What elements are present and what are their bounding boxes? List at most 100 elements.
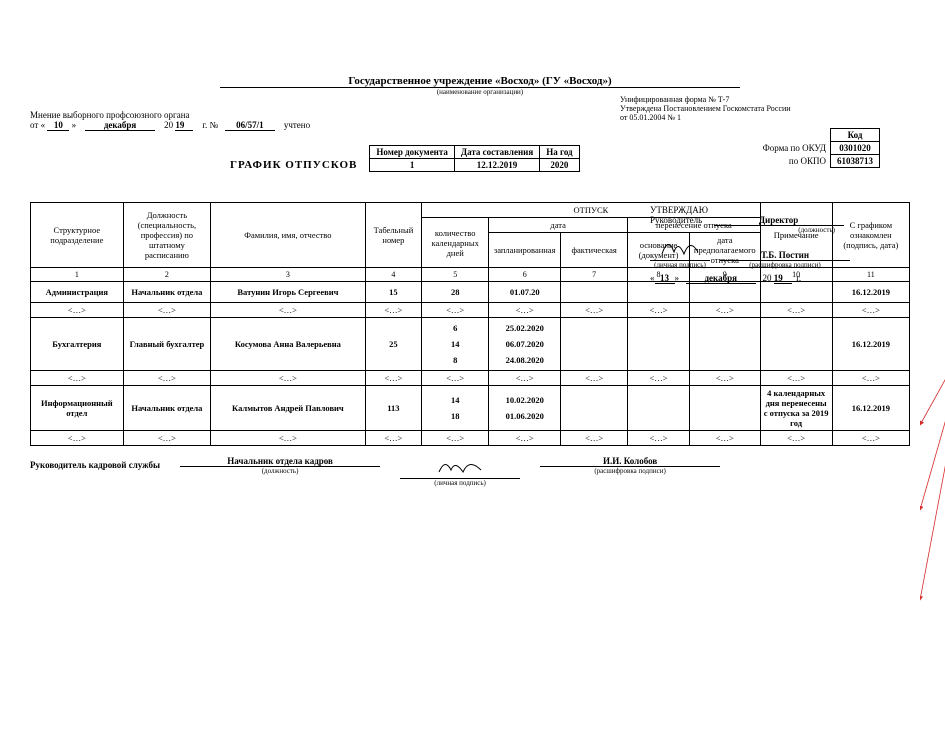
ellipsis-cell: <…> bbox=[628, 303, 690, 318]
footer: Руководитель кадровой службы Начальник о… bbox=[30, 456, 930, 487]
approve-pos-cap: (должность) bbox=[650, 226, 880, 234]
kod-label: Код bbox=[831, 129, 880, 142]
org-block: Государственное учреждение «Восход» (ГУ … bbox=[30, 75, 930, 96]
docbox-v3: 2020 bbox=[540, 159, 579, 172]
n4: 4 bbox=[365, 268, 422, 282]
table-cell: Начальник отдела bbox=[123, 282, 211, 303]
approve-y20: 20 bbox=[763, 273, 772, 283]
ellipsis-cell: <…> bbox=[628, 431, 690, 446]
union-month: декабря bbox=[85, 120, 155, 131]
table-cell: 25 bbox=[365, 318, 422, 371]
footer-signature bbox=[400, 456, 520, 479]
form-header: Унифицированная форма № Т-7 Утверждена П… bbox=[620, 95, 880, 168]
table-cell: 16.12.2019 bbox=[832, 318, 909, 371]
docbox-v2: 12.12.2019 bbox=[454, 159, 539, 172]
table-cell: 25.02.202006.07.202024.08.2020 bbox=[489, 318, 561, 371]
table-cell bbox=[561, 282, 628, 303]
n1: 1 bbox=[31, 268, 124, 282]
table-cell: 28 bbox=[422, 282, 489, 303]
table-cell bbox=[561, 318, 628, 371]
table-cell: Начальник отдела bbox=[123, 386, 211, 431]
signature-icon bbox=[435, 456, 485, 476]
ellipsis-cell: <…> bbox=[31, 371, 124, 386]
approve-g: г. bbox=[796, 273, 801, 283]
table-cell: Бухгалтерия bbox=[31, 318, 124, 371]
table-cell: 10.02.202001.06.2020 bbox=[489, 386, 561, 431]
union-g: г. № bbox=[202, 120, 218, 130]
form-line1: Унифицированная форма № Т-7 bbox=[620, 95, 880, 104]
n3: 3 bbox=[211, 268, 365, 282]
ellipsis-cell: <…> bbox=[123, 303, 211, 318]
union-num: 06/57/1 bbox=[225, 120, 275, 131]
table-cell: 113 bbox=[365, 386, 422, 431]
table-cell bbox=[689, 282, 760, 303]
footer-sig-cap: (личная подпись) bbox=[400, 479, 520, 487]
footer-pos-cap: (должность) bbox=[180, 467, 380, 475]
ellipsis-cell: <…> bbox=[689, 303, 760, 318]
org-name: Государственное учреждение «Восход» (ГУ … bbox=[220, 75, 740, 88]
n2: 2 bbox=[123, 268, 211, 282]
ellipsis-cell: <…> bbox=[211, 431, 365, 446]
ellipsis-cell: <…> bbox=[832, 303, 909, 318]
table-cell bbox=[628, 318, 690, 371]
ellipsis-cell: <…> bbox=[561, 303, 628, 318]
footer-name: И.И. Колобов bbox=[540, 456, 720, 467]
ellipsis-cell: <…> bbox=[365, 371, 422, 386]
table-cell: Главный бухгалтер bbox=[123, 318, 211, 371]
footer-pos: Начальник отдела кадров bbox=[180, 456, 380, 467]
table-cell: Ватунин Игорь Сергеевич bbox=[211, 282, 365, 303]
col-4: Табельный номер bbox=[365, 203, 422, 268]
footer-name-cap: (расшифровка подписи) bbox=[540, 467, 720, 475]
ellipsis-cell: <…> bbox=[31, 431, 124, 446]
ellipsis-cell: <…> bbox=[211, 371, 365, 386]
ellipsis-cell: <…> bbox=[689, 371, 760, 386]
col-date: дата bbox=[489, 218, 628, 233]
table-cell: 01.07.20 bbox=[489, 282, 561, 303]
approve-title: УТВЕРЖДАЮ bbox=[650, 205, 880, 215]
ellipsis-cell: <…> bbox=[365, 431, 422, 446]
approve-block: УТВЕРЖДАЮ Руководитель Директор (должнос… bbox=[650, 205, 880, 284]
codes-table: Код Форма по ОКУД0301020 по ОКПО61038713 bbox=[757, 128, 880, 168]
approve-signature bbox=[650, 234, 710, 261]
table-cell bbox=[760, 318, 832, 371]
table-cell: 1418 bbox=[422, 386, 489, 431]
table-cell: 4 календарных дня перенесены с отпуска з… bbox=[760, 386, 832, 431]
col-6: запланированная bbox=[489, 233, 561, 268]
okpo-value: 61038713 bbox=[831, 155, 880, 168]
union-close: » bbox=[72, 120, 77, 130]
table-cell: 6148 bbox=[422, 318, 489, 371]
docbox-v1: 1 bbox=[370, 159, 455, 172]
ellipsis-cell: <…> bbox=[365, 303, 422, 318]
approve-name: Т.Б. Постин bbox=[720, 250, 850, 261]
ellipsis-cell: <…> bbox=[628, 371, 690, 386]
col-7: фактическая bbox=[561, 233, 628, 268]
ellipsis-cell: <…> bbox=[422, 431, 489, 446]
table-cell: 16.12.2019 bbox=[832, 386, 909, 431]
approve-day: 13 bbox=[655, 273, 675, 284]
signature-icon bbox=[660, 234, 700, 258]
ellipsis-cell: <…> bbox=[689, 431, 760, 446]
ellipsis-cell: <…> bbox=[489, 303, 561, 318]
table-cell bbox=[760, 282, 832, 303]
table-cell: Информационный отдел bbox=[31, 386, 124, 431]
ellipsis-cell: <…> bbox=[31, 303, 124, 318]
form-title: ГРАФИК ОТПУСКОВ bbox=[230, 145, 357, 171]
docbox-h2: Дата составления bbox=[454, 146, 539, 159]
approve-month: декабря bbox=[686, 273, 756, 284]
ellipsis-cell: <…> bbox=[211, 303, 365, 318]
docbox-h1: Номер документа bbox=[370, 146, 455, 159]
footer-left: Руководитель кадровой службы bbox=[30, 456, 160, 470]
approve-yr: 19 bbox=[774, 273, 792, 284]
ellipsis-cell: <…> bbox=[760, 303, 832, 318]
approve-name-cap: (расшифровка подписи) bbox=[720, 261, 850, 269]
union-yr: 19 bbox=[175, 120, 193, 131]
approve-ruk: Руководитель bbox=[650, 215, 702, 225]
approve-sig-cap: (личная подпись) bbox=[650, 261, 710, 269]
table-cell bbox=[561, 386, 628, 431]
ellipsis-cell: <…> bbox=[489, 431, 561, 446]
table-cell bbox=[689, 386, 760, 431]
n6: 6 bbox=[489, 268, 561, 282]
table-cell: Косумова Анна Валерьевна bbox=[211, 318, 365, 371]
okpo-label: по ОКПО bbox=[757, 155, 831, 168]
table-cell: 15 bbox=[365, 282, 422, 303]
